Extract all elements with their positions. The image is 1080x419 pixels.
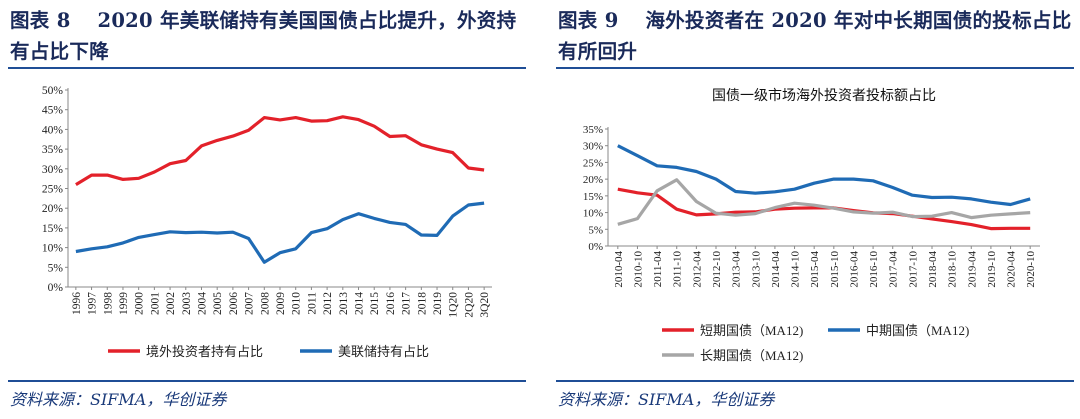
- x-tick-label: 2016-10: [868, 251, 880, 288]
- x-tick-label: 2013-04: [731, 251, 743, 288]
- y-tick-label: 5%: [48, 262, 64, 274]
- x-tick-label: 2012-04: [691, 251, 703, 288]
- x-tick-label: 2012: [322, 292, 334, 315]
- x-tick-label: 2020-10: [1025, 251, 1037, 288]
- x-tick-label: 1999: [118, 292, 130, 315]
- x-tick-label: 2019-04: [966, 251, 978, 288]
- legend-label: 美联储持有占比: [338, 344, 429, 359]
- left-title-rule: [8, 67, 526, 69]
- x-tick-label: 2008: [259, 292, 271, 315]
- right-source-note: 资料来源：SIFMA，华创证券: [558, 390, 775, 409]
- x-tick-label: 2012-10: [711, 251, 723, 288]
- left-figure-title: 图表 8 2020 年美联储持有美国国债占比提升，外资持有占比下降: [10, 9, 517, 63]
- x-tick-label: 2015-04: [809, 251, 821, 288]
- x-tick-label: 2011-10: [672, 251, 684, 288]
- y-tick-label: 45%: [42, 105, 64, 117]
- series-line-境外投资者持有占比: [75, 115, 485, 186]
- x-tick-label: 2016: [385, 292, 397, 315]
- x-tick-label: 2003: [181, 292, 193, 315]
- legend-label: 长期国债（MA12): [700, 348, 803, 363]
- y-tick-label: 20%: [42, 203, 64, 215]
- right-source-rule: [556, 380, 1074, 382]
- y-tick-label: 15%: [583, 191, 603, 203]
- y-tick-label: 30%: [42, 164, 64, 176]
- x-tick-label: 2010: [291, 292, 303, 315]
- x-tick-label: 2002: [165, 292, 177, 315]
- x-tick-label: 1996: [71, 292, 83, 315]
- series-line-短期国债（MA12): [617, 187, 1031, 231]
- y-tick-label: 0%: [48, 282, 64, 294]
- left-source-rule: [8, 380, 526, 382]
- y-tick-label: 0%: [588, 241, 603, 253]
- x-tick-label: 2013: [338, 292, 350, 315]
- x-tick-label: 2020-04: [1006, 251, 1018, 288]
- x-tick-label: 2014-10: [790, 251, 802, 288]
- y-tick-label: 15%: [42, 223, 64, 235]
- x-tick-label: 2004: [196, 292, 208, 315]
- x-tick-label: 2010-10: [632, 251, 644, 288]
- x-tick-label: 2019-10: [986, 251, 998, 288]
- y-tick-label: 40%: [42, 124, 64, 136]
- x-tick-label: 2005: [212, 292, 224, 315]
- x-tick-label: 1998: [102, 292, 114, 315]
- x-tick-label: 2Q20: [463, 292, 475, 318]
- x-tick-label: 2009: [275, 292, 287, 315]
- x-tick-label: 1997: [87, 292, 99, 315]
- x-tick-label: 2001: [149, 292, 161, 315]
- left-source-note: 资料来源：SIFMA，华创证券: [10, 390, 227, 409]
- legend-label: 中期国债（MA12): [866, 323, 969, 338]
- x-tick-label: 2017-04: [888, 251, 900, 288]
- y-tick-label: 50%: [42, 85, 64, 97]
- x-tick-label: 2017-10: [907, 251, 919, 288]
- legend-label: 短期国债（MA12): [700, 323, 803, 338]
- x-tick-label: 2011: [306, 292, 318, 315]
- series-line-美联储持有占比: [75, 201, 485, 264]
- x-tick-label: 2011-04: [652, 251, 664, 288]
- x-tick-label: 2006: [228, 292, 240, 315]
- y-tick-label: 10%: [583, 208, 603, 220]
- legend-label: 境外投资者持有占比: [146, 344, 263, 359]
- right-figure-title: 图表 9 海外投资者在 2020 年对中长期国债的投标占比有所回升: [558, 9, 1072, 63]
- x-tick-label: 1Q20: [448, 292, 460, 318]
- x-tick-label: 2007: [244, 292, 256, 315]
- series-line-长期国债（MA12): [617, 178, 1031, 226]
- y-tick-label: 30%: [583, 141, 603, 153]
- x-tick-label: 2018-04: [927, 251, 939, 288]
- x-tick-label: 2015-10: [829, 251, 841, 288]
- y-tick-label: 35%: [42, 144, 64, 156]
- y-tick-label: 10%: [42, 243, 64, 255]
- x-tick-label: 2018: [416, 292, 428, 315]
- x-tick-label: 2014: [354, 292, 366, 315]
- x-tick-label: 2010-04: [613, 251, 625, 288]
- x-tick-label: 2015: [369, 292, 381, 315]
- x-tick-label: 3Q20: [479, 292, 491, 318]
- x-tick-label: 2000: [134, 292, 146, 315]
- x-tick-label: 2017: [401, 292, 413, 315]
- x-tick-label: 2014-04: [770, 251, 782, 288]
- x-tick-label: 2013-10: [750, 251, 762, 288]
- x-tick-label: 2016-04: [848, 251, 860, 288]
- right-figure-panel: 图表 9 海外投资者在 2020 年对中长期国债的投标占比有所回升 国债一级市场…: [556, 0, 1076, 419]
- right-title-rule: [556, 67, 1074, 69]
- left-figure-panel: 图表 8 2020 年美联储持有美国国债占比提升，外资持有占比下降 0% 5% 10…: [8, 0, 528, 419]
- x-tick-label: 2019: [432, 292, 444, 315]
- x-tick-label: 2018-10: [947, 251, 959, 288]
- y-tick-label: 20%: [583, 174, 603, 186]
- y-tick-label: 25%: [583, 157, 603, 169]
- y-tick-label: 35%: [583, 124, 603, 136]
- chart-title: 国债一级市场海外投资者投标额占比: [712, 87, 936, 104]
- series-line-中期国债（MA12): [617, 144, 1031, 207]
- y-tick-label: 25%: [42, 184, 64, 196]
- left-line-chart: 0%5%10%15%20%25%30%35%40%45%50%1996 1997 1…: [42, 85, 492, 359]
- right-line-chart: 国债一级市场海外投资者投标额占比 0% 5% 10% 15% 20% 25% 30% 35% 20…: [583, 87, 1040, 363]
- y-tick-label: 5%: [588, 224, 603, 236]
